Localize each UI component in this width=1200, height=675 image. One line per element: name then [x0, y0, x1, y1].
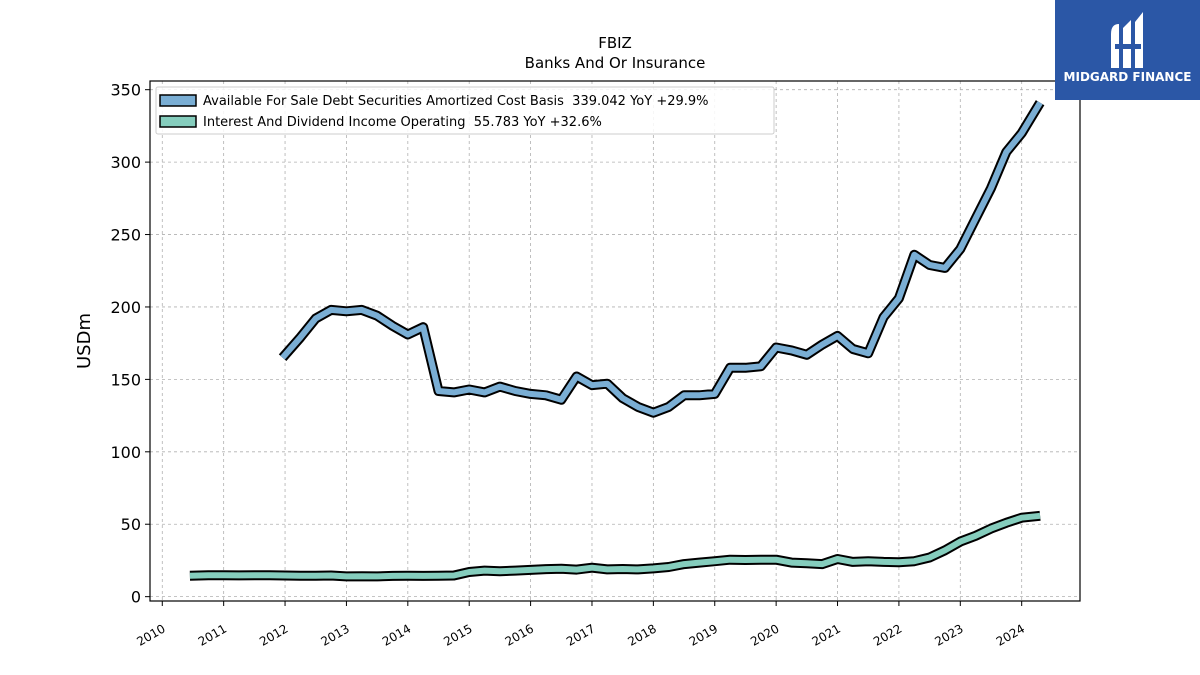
- legend-swatch-1: [159, 94, 197, 107]
- y-tick-label: 0: [131, 588, 141, 607]
- x-tick-label: 2010: [134, 621, 167, 648]
- legend-swatch-2: [159, 115, 197, 128]
- midgard-logo-icon: [1111, 12, 1143, 68]
- y-tick-label: 350: [110, 81, 141, 100]
- legend-entry-1: Available For Sale Debt Securities Amort…: [203, 94, 709, 109]
- x-tick-label: 2022: [871, 621, 904, 648]
- series-layer: [189, 100, 1045, 582]
- y-tick-label: 300: [110, 153, 141, 172]
- brand-logo: MIDGARD FINANCE: [1055, 0, 1200, 100]
- y-tick-label: 50: [121, 515, 141, 534]
- x-tick-label: 2016: [503, 621, 536, 648]
- x-tick-label: 2012: [257, 621, 290, 648]
- legend-box: [155, 86, 775, 135]
- x-tick-label: 2018: [625, 621, 658, 648]
- x-tick-label: 2013: [318, 621, 351, 648]
- x-tick-label: 2011: [196, 621, 229, 648]
- y-tick-label: 200: [110, 298, 141, 317]
- legend: Available For Sale Debt Securities Amort…: [155, 86, 775, 135]
- chart-subtitle: Banks And Or Insurance: [525, 54, 706, 72]
- x-tick-label: 2015: [441, 621, 474, 648]
- x-tick-label: 2014: [380, 621, 413, 648]
- x-tick-label: 2024: [994, 621, 1027, 648]
- series-line: [280, 101, 1043, 416]
- grid: [150, 81, 1080, 601]
- y-tick-label: 150: [110, 370, 141, 389]
- chart-title: FBIZ: [598, 34, 632, 52]
- x-tick-label: 2023: [932, 621, 965, 648]
- series-line: [189, 512, 1041, 580]
- x-tick-label: 2020: [748, 621, 781, 648]
- y-axis-label: USDm: [74, 313, 95, 369]
- x-tick-label: 2021: [810, 621, 843, 648]
- legend-entry-2: Interest And Dividend Income Operating 5…: [203, 115, 602, 130]
- y-tick-label: 250: [110, 226, 141, 245]
- brand-name: MIDGARD FINANCE: [1063, 70, 1192, 84]
- x-tick-label: 2017: [564, 621, 597, 648]
- series-line-outline: [278, 100, 1045, 418]
- x-tick-label: 2019: [687, 621, 720, 648]
- y-tick-label: 100: [110, 443, 141, 462]
- plot-frame: [149, 80, 1081, 602]
